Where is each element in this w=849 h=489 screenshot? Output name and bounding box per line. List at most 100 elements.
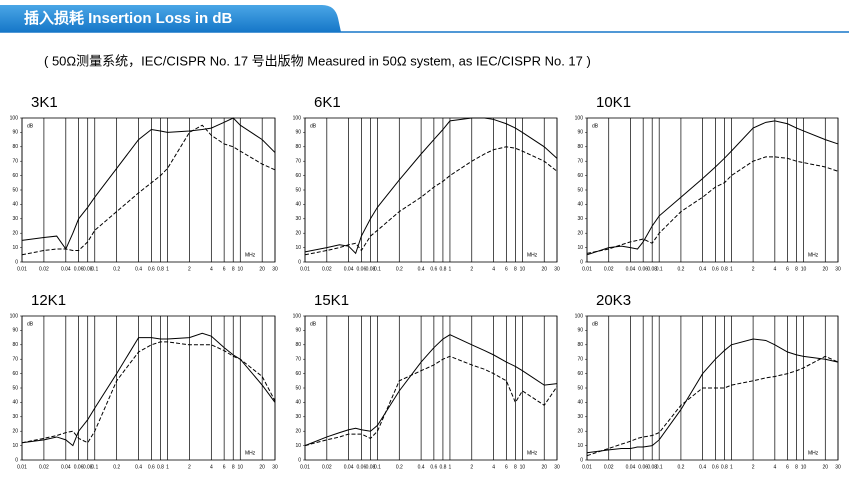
x-tick-label: 10 [520,464,526,470]
y-tick-label: 50 [12,385,18,391]
x-tick-label: 0.08 [366,266,376,272]
y-tick-label: 100 [10,313,19,319]
x-tick-label: 0.6 [430,464,437,470]
x-tick-label: 2 [188,464,191,470]
x-tick-label: 0.2 [113,266,120,272]
xlabel-bg [243,250,259,259]
y-tick-label: 0 [580,259,583,265]
y-tick-label: 0 [580,457,583,463]
y-tick-label: 60 [295,173,301,179]
y-tick-label: 50 [295,385,301,391]
x-tick-label: 4 [210,464,213,470]
x-tick-label: 0.06 [74,464,84,470]
x-tick-label: 2 [470,266,473,272]
x-tick-label: 8 [795,464,798,470]
y-tick-label: 20 [12,429,18,435]
x-tick-label: 0.2 [396,464,403,470]
series-line [586,120,839,256]
series-line [586,355,839,457]
x-tick-label: 0.4 [699,464,706,470]
x-tick-label: 0.02 [39,464,49,470]
x-tick-label: 0.01 [582,266,592,272]
x-tick-label: 0.6 [712,266,719,272]
series-line [304,146,558,256]
y-tick-label: 60 [12,371,18,377]
y-tick-label: 50 [577,385,583,391]
series-line [21,332,276,447]
x-tick-label: 0.06 [357,266,367,272]
x-tick-label: 4 [492,266,495,272]
y-tick-label: 40 [12,202,18,208]
plot-frame [304,117,558,263]
x-tick-label: 30 [554,464,560,470]
subtitle: ( 50Ω测量系统，IEC/CISPR No. 17 号出版物 Measured… [44,53,591,68]
x-tick-label: 30 [272,266,278,272]
header-bar [0,5,341,32]
plot-frame [586,315,839,461]
x-tick-label: 6 [505,464,508,470]
chart-title: 20K3 [596,292,631,309]
y-tick-label: 10 [577,443,583,449]
x-tick-label: 0.04 [344,266,354,272]
x-tick-label: 0.6 [430,266,437,272]
x-tick-label: 30 [272,464,278,470]
y-tick-label: 30 [577,414,583,420]
y-tick-label: 90 [295,328,301,334]
x-tick-label: 0.02 [39,266,49,272]
y-tick-label: 30 [12,414,18,420]
x-axis-label: MHz [527,252,538,258]
x-tick-label: 0.04 [61,266,71,272]
y-tick-label: 100 [293,115,302,121]
x-tick-label: 6 [223,266,226,272]
plot-frame [304,315,558,461]
x-tick-label: 10 [801,464,807,470]
ylabel-bg [590,121,604,130]
x-tick-label: 0.8 [721,464,728,470]
x-tick-label: 10 [520,266,526,272]
x-tick-label: 2 [752,464,755,470]
x-tick-label: 30 [554,266,560,272]
x-tick-label: 0.1 [656,464,663,470]
x-tick-label: 0.01 [17,464,27,470]
x-tick-label: 20 [823,464,829,470]
y-tick-label: 40 [295,202,301,208]
xlabel-bg [525,250,541,259]
y-tick-label: 80 [577,144,583,150]
x-tick-label: 1 [730,266,733,272]
x-tick-label: 0.08 [647,266,657,272]
x-tick-label: 0.8 [439,266,446,272]
x-tick-label: 1 [166,266,169,272]
x-tick-label: 8 [514,464,517,470]
chart-title: 12K1 [31,292,66,309]
x-tick-label: 20 [259,266,265,272]
x-tick-label: 4 [773,266,776,272]
x-axis-label: MHz [245,252,256,258]
y-tick-label: 0 [298,259,301,265]
x-tick-label: 0.01 [300,464,310,470]
y-tick-label: 80 [12,342,18,348]
y-tick-label: 90 [577,130,583,136]
x-tick-label: 0.06 [638,266,648,272]
x-tick-label: 0.1 [374,266,381,272]
x-tick-label: 0.4 [699,266,706,272]
x-tick-label: 0.1 [91,464,98,470]
y-tick-label: 70 [577,357,583,363]
y-tick-label: 100 [575,313,584,319]
y-tick-label: 10 [295,443,301,449]
chart-title: 15K1 [314,292,349,309]
y-tick-label: 30 [295,414,301,420]
y-tick-label: 100 [293,313,302,319]
y-tick-label: 60 [577,371,583,377]
x-tick-label: 6 [786,464,789,470]
y-tick-label: 90 [577,328,583,334]
y-tick-label: 70 [12,357,18,363]
y-tick-label: 0 [15,259,18,265]
xlabel-bg [525,448,541,457]
y-tick-label: 30 [577,216,583,222]
x-tick-label: 2 [188,266,191,272]
x-tick-label: 20 [259,464,265,470]
x-tick-label: 8 [795,266,798,272]
x-tick-label: 20 [541,464,547,470]
x-tick-label: 0.02 [604,464,614,470]
ylabel-bg [25,121,39,130]
